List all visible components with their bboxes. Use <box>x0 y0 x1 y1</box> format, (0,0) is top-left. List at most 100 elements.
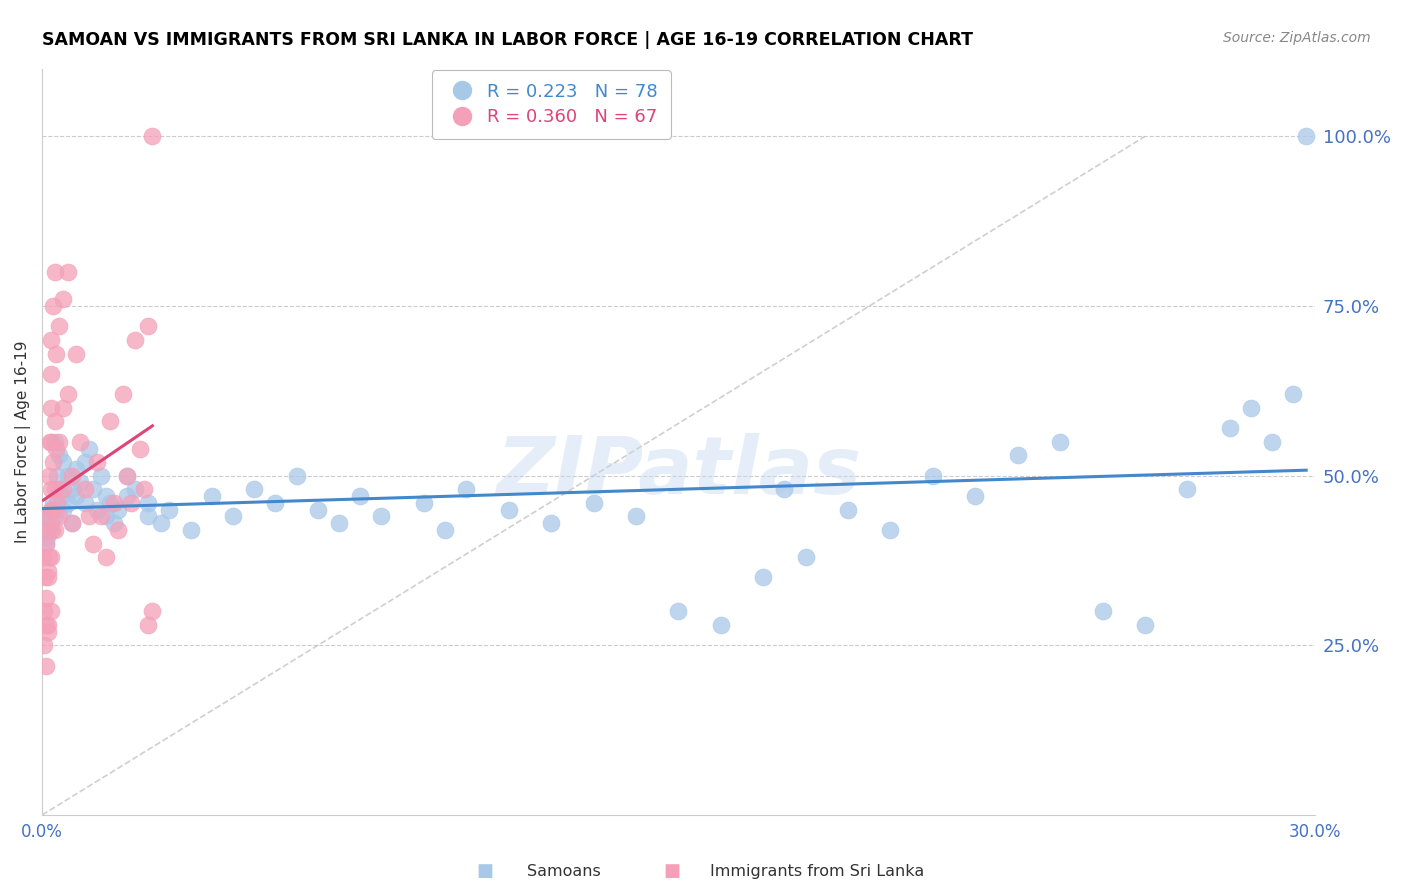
Point <box>1049 434 1071 449</box>
Point <box>73 482 96 496</box>
Point <box>498 502 520 516</box>
Point <box>69 434 91 449</box>
Point <box>37 618 59 632</box>
Point <box>38 434 60 449</box>
Point <box>41 299 63 313</box>
Point <box>115 489 138 503</box>
Point <box>136 319 159 334</box>
Point <box>412 496 434 510</box>
Point <box>136 618 159 632</box>
Point <box>48 482 70 496</box>
Point <box>69 475 91 490</box>
Point <box>41 482 63 496</box>
Point <box>60 516 83 531</box>
Point <box>44 523 66 537</box>
Point <box>37 509 59 524</box>
Point <box>1007 448 1029 462</box>
Point <box>32 604 55 618</box>
Point <box>124 482 146 496</box>
Point <box>73 496 96 510</box>
Point <box>41 455 63 469</box>
Point <box>44 509 66 524</box>
Point <box>1091 604 1114 618</box>
Point <box>1177 482 1199 496</box>
Text: Source: ZipAtlas.com: Source: ZipAtlas.com <box>1223 31 1371 45</box>
Point <box>86 455 108 469</box>
Point <box>307 502 329 516</box>
Point <box>201 489 224 503</box>
Point <box>82 536 104 550</box>
Point <box>120 496 142 510</box>
Point <box>39 367 62 381</box>
Point <box>41 496 63 510</box>
Point <box>107 502 129 516</box>
Point <box>94 489 117 503</box>
Point <box>34 536 56 550</box>
Point <box>44 482 66 496</box>
Point <box>52 292 75 306</box>
Point <box>180 523 202 537</box>
Point <box>39 333 62 347</box>
Point <box>98 496 121 510</box>
Y-axis label: In Labor Force | Age 16-19: In Labor Force | Age 16-19 <box>15 341 31 543</box>
Point <box>56 265 79 279</box>
Point <box>37 570 59 584</box>
Point <box>77 509 100 524</box>
Text: ■: ■ <box>664 862 681 880</box>
Point <box>149 516 172 531</box>
Point <box>37 523 59 537</box>
Point <box>39 550 62 565</box>
Point <box>44 265 66 279</box>
Point <box>624 509 647 524</box>
Point <box>1219 421 1241 435</box>
Point <box>56 496 79 510</box>
Point <box>285 468 308 483</box>
Point <box>115 468 138 483</box>
Point <box>45 346 67 360</box>
Point <box>86 502 108 516</box>
Point <box>37 509 59 524</box>
Point <box>141 604 163 618</box>
Point <box>37 564 59 578</box>
Point <box>1282 387 1305 401</box>
Point <box>56 387 79 401</box>
Point <box>90 468 112 483</box>
Point <box>39 502 62 516</box>
Point <box>60 468 83 483</box>
Point <box>540 516 562 531</box>
Point <box>94 509 117 524</box>
Point <box>222 509 245 524</box>
Point <box>51 489 73 503</box>
Point <box>52 401 75 415</box>
Point <box>60 516 83 531</box>
Point <box>773 482 796 496</box>
Point <box>837 502 859 516</box>
Point <box>37 624 59 639</box>
Point <box>328 516 350 531</box>
Text: ZIPatlas: ZIPatlas <box>496 433 860 510</box>
Point <box>710 618 733 632</box>
Point <box>44 414 66 428</box>
Point <box>34 570 56 584</box>
Point <box>103 496 125 510</box>
Point <box>46 496 69 510</box>
Point <box>35 591 58 605</box>
Point <box>35 536 58 550</box>
Point <box>456 482 478 496</box>
Point <box>752 570 775 584</box>
Point <box>48 319 70 334</box>
Text: Immigrants from Sri Lanka: Immigrants from Sri Lanka <box>710 864 924 879</box>
Point <box>34 618 56 632</box>
Point <box>136 496 159 510</box>
Point <box>39 604 62 618</box>
Point <box>124 333 146 347</box>
Point <box>128 442 150 456</box>
Point <box>37 530 59 544</box>
Point <box>132 482 155 496</box>
Point <box>38 550 60 565</box>
Point <box>65 346 87 360</box>
Point <box>1240 401 1263 415</box>
Point <box>44 434 66 449</box>
Point <box>48 509 70 524</box>
Point <box>965 489 987 503</box>
